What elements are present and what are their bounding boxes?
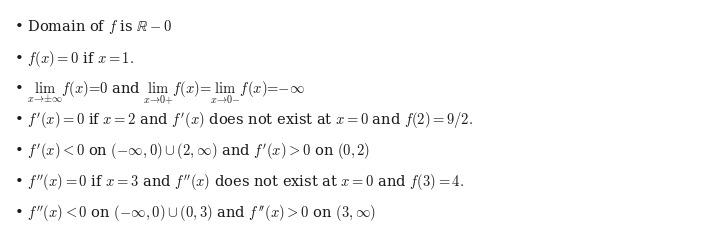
Text: • $f'(x) < 0$ on $(-\infty, 0) \cup (2, \infty)$ and $f'(x) > 0$ on $(0, 2)$: • $f'(x) < 0$ on $(-\infty, 0) \cup (2, … xyxy=(14,141,370,161)
Text: • $f'(x) = 0$ if $x = 2$ and $f'(x)$ does not exist at $x = 0$ and $f(2) = 9/2.$: • $f'(x) = 0$ if $x = 2$ and $f'(x)$ doe… xyxy=(14,111,473,130)
Text: • $f''(x) < 0$ on $(-\infty, 0) \cup (0, 3)$ and $f''(x) > 0$ on $(3, \infty)$: • $f''(x) < 0$ on $(-\infty, 0) \cup (0,… xyxy=(14,203,376,223)
Text: • $f(x) = 0$ if $x = 1.$: • $f(x) = 0$ if $x = 1.$ xyxy=(14,49,134,69)
Text: • $f''(x) = 0$ if $x = 3$ and $f''(x)$ does not exist at $x = 0$ and $f(3) = 4.$: • $f''(x) = 0$ if $x = 3$ and $f''(x)$ d… xyxy=(14,172,464,192)
Text: • Domain of $f$ is $\mathbb{R} - 0$: • Domain of $f$ is $\mathbb{R} - 0$ xyxy=(14,18,172,36)
Text: • $\lim_{x \to \pm\infty} f(x) = 0$ and $\lim_{x \to 0+} f(x) = \lim_{x \to 0-} : • $\lim_{x \to \pm\infty} f(x) = 0$ and … xyxy=(14,80,305,107)
